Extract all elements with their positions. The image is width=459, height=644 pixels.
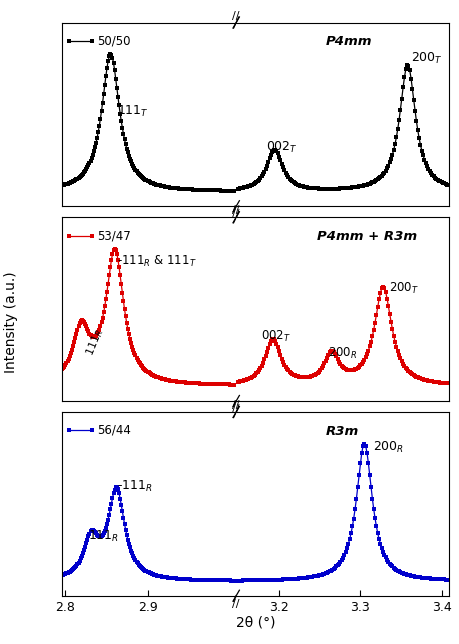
Text: P4mm + R3m: P4mm + R3m (316, 230, 416, 243)
Text: 200$_R$: 200$_R$ (373, 440, 404, 455)
Text: //: // (232, 400, 240, 410)
Text: 53/47: 53/47 (97, 229, 130, 242)
Text: -111$_R$ & 111$_T$: -111$_R$ & 111$_T$ (116, 254, 196, 269)
Text: 111$_R$: 111$_R$ (83, 327, 106, 358)
Text: 200$_R$: 200$_R$ (327, 346, 356, 361)
Text: 002$_T$: 002$_T$ (260, 328, 290, 343)
Text: //: // (232, 205, 240, 215)
Text: P4mm: P4mm (325, 35, 371, 48)
Text: 002$_T$: 002$_T$ (266, 140, 297, 155)
Text: 200$_T$: 200$_T$ (388, 281, 418, 296)
Text: 2θ (°): 2θ (°) (235, 616, 274, 630)
Text: 111$_R$: 111$_R$ (88, 529, 119, 544)
Text: -111$_R$: -111$_R$ (116, 478, 152, 494)
Text: 56/44: 56/44 (97, 424, 130, 437)
Text: 50/50: 50/50 (97, 34, 130, 48)
Text: 111$_T$: 111$_T$ (116, 104, 148, 118)
Text: //: // (232, 404, 240, 414)
Text: Intensity (a.u.): Intensity (a.u.) (5, 271, 18, 373)
Text: R3m: R3m (325, 425, 358, 438)
Text: 200$_T$: 200$_T$ (410, 50, 442, 66)
Text: //: // (232, 209, 240, 220)
Text: //: // (232, 599, 240, 609)
Text: //: // (232, 10, 240, 21)
